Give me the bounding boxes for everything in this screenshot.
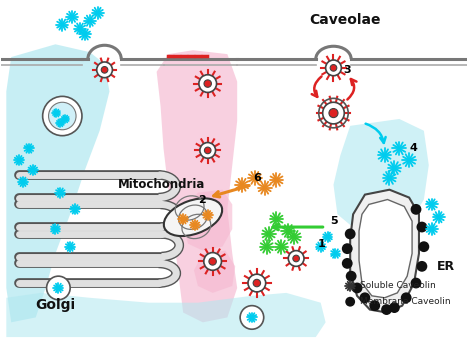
Text: 4: 4 — [409, 144, 417, 153]
Polygon shape — [334, 119, 429, 234]
Circle shape — [101, 66, 108, 73]
Text: Golgi: Golgi — [36, 298, 75, 312]
Text: 1: 1 — [318, 239, 326, 249]
Polygon shape — [350, 190, 419, 312]
Circle shape — [330, 65, 337, 71]
Circle shape — [48, 102, 76, 130]
Text: 2: 2 — [198, 194, 206, 204]
Circle shape — [204, 80, 211, 87]
Circle shape — [200, 143, 216, 158]
Circle shape — [204, 253, 221, 270]
Circle shape — [381, 304, 392, 315]
Circle shape — [369, 300, 380, 311]
Circle shape — [43, 97, 82, 136]
Circle shape — [346, 271, 356, 282]
Polygon shape — [183, 190, 232, 251]
Circle shape — [199, 75, 217, 92]
Circle shape — [209, 258, 216, 265]
Circle shape — [342, 243, 353, 254]
Polygon shape — [194, 251, 235, 293]
Text: 3: 3 — [343, 65, 351, 75]
Text: Mitochondria: Mitochondria — [118, 178, 205, 191]
Circle shape — [253, 279, 261, 287]
Circle shape — [359, 292, 370, 303]
Text: Soluble Caveolin: Soluble Caveolin — [360, 282, 436, 291]
Circle shape — [240, 306, 264, 329]
Circle shape — [345, 297, 355, 307]
Circle shape — [342, 258, 353, 269]
Circle shape — [293, 255, 300, 262]
Circle shape — [417, 261, 427, 272]
Text: 5: 5 — [330, 216, 338, 226]
Circle shape — [204, 147, 211, 154]
Polygon shape — [156, 50, 237, 322]
Circle shape — [419, 241, 429, 252]
Circle shape — [97, 62, 112, 78]
Circle shape — [401, 292, 411, 303]
Circle shape — [323, 102, 344, 124]
Circle shape — [410, 204, 421, 215]
Circle shape — [326, 60, 341, 76]
Circle shape — [46, 276, 70, 300]
Circle shape — [417, 222, 427, 233]
Text: ER: ER — [437, 261, 455, 273]
Polygon shape — [6, 44, 109, 322]
Text: 6: 6 — [253, 173, 261, 183]
Circle shape — [345, 228, 356, 239]
Circle shape — [329, 109, 338, 118]
Text: Caveolae: Caveolae — [310, 13, 381, 27]
Ellipse shape — [164, 198, 222, 236]
Circle shape — [389, 302, 400, 313]
Text: Membrane Caveolin: Membrane Caveolin — [360, 297, 451, 306]
Polygon shape — [359, 200, 412, 298]
Circle shape — [352, 283, 363, 293]
Circle shape — [288, 251, 304, 266]
Polygon shape — [6, 293, 326, 337]
Circle shape — [410, 277, 421, 289]
Circle shape — [248, 274, 266, 292]
